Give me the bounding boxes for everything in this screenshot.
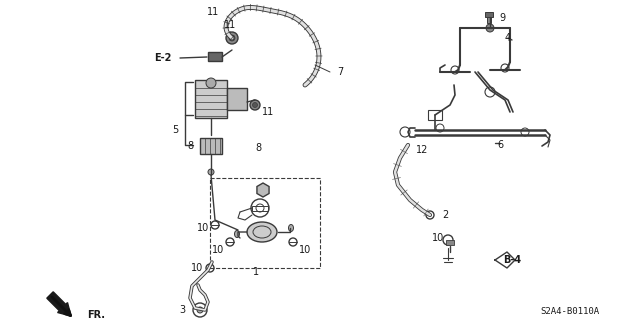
FancyArrow shape — [47, 292, 71, 316]
Text: 11: 11 — [262, 107, 274, 117]
Circle shape — [197, 307, 203, 313]
Text: 9: 9 — [499, 13, 505, 23]
Bar — [210, 178, 320, 268]
Text: 2: 2 — [442, 210, 448, 220]
Circle shape — [206, 78, 216, 88]
Text: S2A4-B0110A: S2A4-B0110A — [540, 308, 600, 316]
Text: 10: 10 — [212, 245, 224, 255]
Text: 10: 10 — [197, 223, 209, 233]
Bar — [252, 206, 268, 211]
Text: 5: 5 — [172, 125, 178, 135]
Bar — [428, 110, 442, 120]
Circle shape — [208, 169, 214, 175]
Ellipse shape — [247, 222, 277, 242]
Circle shape — [486, 24, 494, 32]
Text: 12: 12 — [416, 145, 428, 155]
Circle shape — [226, 32, 238, 44]
Circle shape — [253, 102, 257, 108]
Text: 8: 8 — [187, 141, 193, 151]
Ellipse shape — [234, 230, 239, 237]
Text: 1: 1 — [253, 267, 259, 277]
Bar — [446, 240, 454, 245]
Text: 7: 7 — [337, 67, 343, 77]
Bar — [485, 12, 493, 17]
Text: 10: 10 — [191, 263, 203, 273]
Text: 11: 11 — [224, 20, 236, 30]
Text: 8: 8 — [255, 143, 261, 153]
Circle shape — [229, 35, 235, 41]
Text: FR.: FR. — [87, 310, 105, 320]
Circle shape — [250, 100, 260, 110]
Text: 4: 4 — [505, 33, 511, 43]
Bar — [487, 17, 491, 23]
Text: E-2: E-2 — [154, 53, 172, 63]
Bar — [208, 52, 222, 61]
Bar — [195, 80, 227, 118]
Ellipse shape — [289, 225, 294, 231]
Text: B-4: B-4 — [503, 255, 521, 265]
Text: 3: 3 — [179, 305, 185, 315]
Bar — [227, 88, 247, 110]
Text: 6: 6 — [497, 140, 503, 150]
Text: 10: 10 — [299, 245, 311, 255]
Text: 11: 11 — [207, 7, 219, 17]
Text: 10: 10 — [432, 233, 444, 243]
Bar — [200, 138, 222, 154]
